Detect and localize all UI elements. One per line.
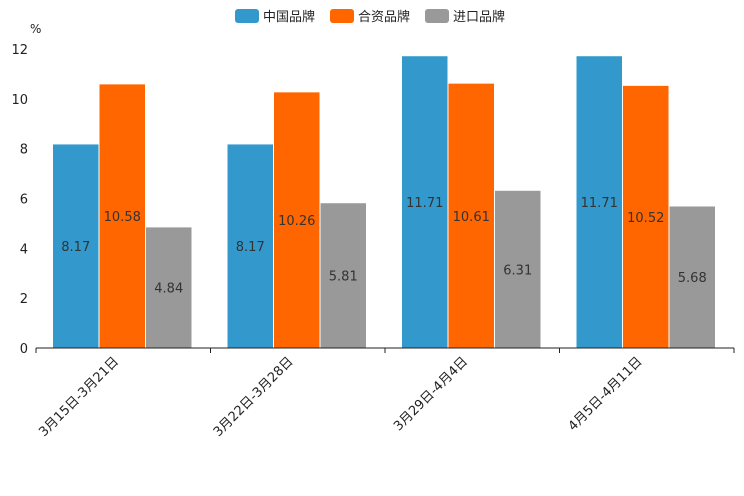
y-tick-label: 6: [20, 193, 28, 208]
y-tick-label: 10: [11, 93, 28, 108]
bar[interactable]: [227, 144, 274, 348]
data-label: 8.17: [236, 240, 265, 255]
bar[interactable]: [623, 85, 669, 349]
y-tick-label: 4: [20, 242, 28, 257]
data-label: 10.58: [104, 210, 141, 225]
y-tick-label: 8: [20, 143, 28, 158]
bar[interactable]: [53, 144, 99, 348]
legend-swatch[interactable]: [330, 9, 354, 23]
x-tick-label: 3月29日-4月4日: [391, 354, 471, 434]
bar[interactable]: [320, 203, 367, 348]
x-tick-label: 3月22日-3月28日: [211, 354, 297, 440]
y-tick-label: 0: [20, 342, 28, 357]
bar[interactable]: [448, 83, 495, 349]
x-axis: 3月15日-3月21日 3月22日-3月28日 3月29日-4月4日 4月5日-4月1…: [35, 348, 735, 440]
data-label: 5.81: [329, 270, 358, 285]
bar[interactable]: [576, 56, 623, 349]
value-labels: 8.17 10.58 4.84 8.17 10.26 5.81 11.71 10.61 6.31…: [61, 196, 706, 297]
x-tick-label: 3月15日-3月21日: [36, 354, 122, 440]
data-label: 5.68: [678, 271, 707, 286]
x-tick-label: 4月5日-4月11日: [566, 354, 646, 434]
bar[interactable]: [146, 227, 192, 348]
bars: [53, 56, 716, 349]
y-tick-label: 12: [11, 43, 28, 58]
y-tick-label: 2: [20, 292, 28, 307]
legend-label[interactable]: 进口品牌: [453, 9, 505, 25]
data-label: 10.52: [627, 211, 664, 226]
bar[interactable]: [99, 84, 146, 349]
legend-swatch[interactable]: [235, 9, 259, 23]
bar[interactable]: [274, 92, 320, 348]
data-label: 10.26: [278, 214, 315, 229]
data-label: 10.61: [453, 210, 490, 225]
bar[interactable]: [669, 206, 716, 348]
data-label: 4.84: [154, 282, 183, 297]
legend: 中国品牌 合资品牌 进口品牌: [235, 9, 505, 25]
data-label: 11.71: [406, 196, 443, 211]
bar[interactable]: [495, 190, 541, 348]
legend-label[interactable]: 合资品牌: [358, 9, 410, 25]
legend-swatch[interactable]: [425, 9, 449, 23]
data-label: 11.71: [581, 196, 618, 211]
data-label: 6.31: [503, 263, 532, 278]
bar[interactable]: [402, 56, 448, 349]
y-unit-label: %: [30, 22, 41, 36]
data-label: 8.17: [61, 240, 90, 255]
legend-label[interactable]: 中国品牌: [263, 9, 315, 25]
y-axis: 0 2 4 6 8 10 12: [11, 43, 28, 357]
